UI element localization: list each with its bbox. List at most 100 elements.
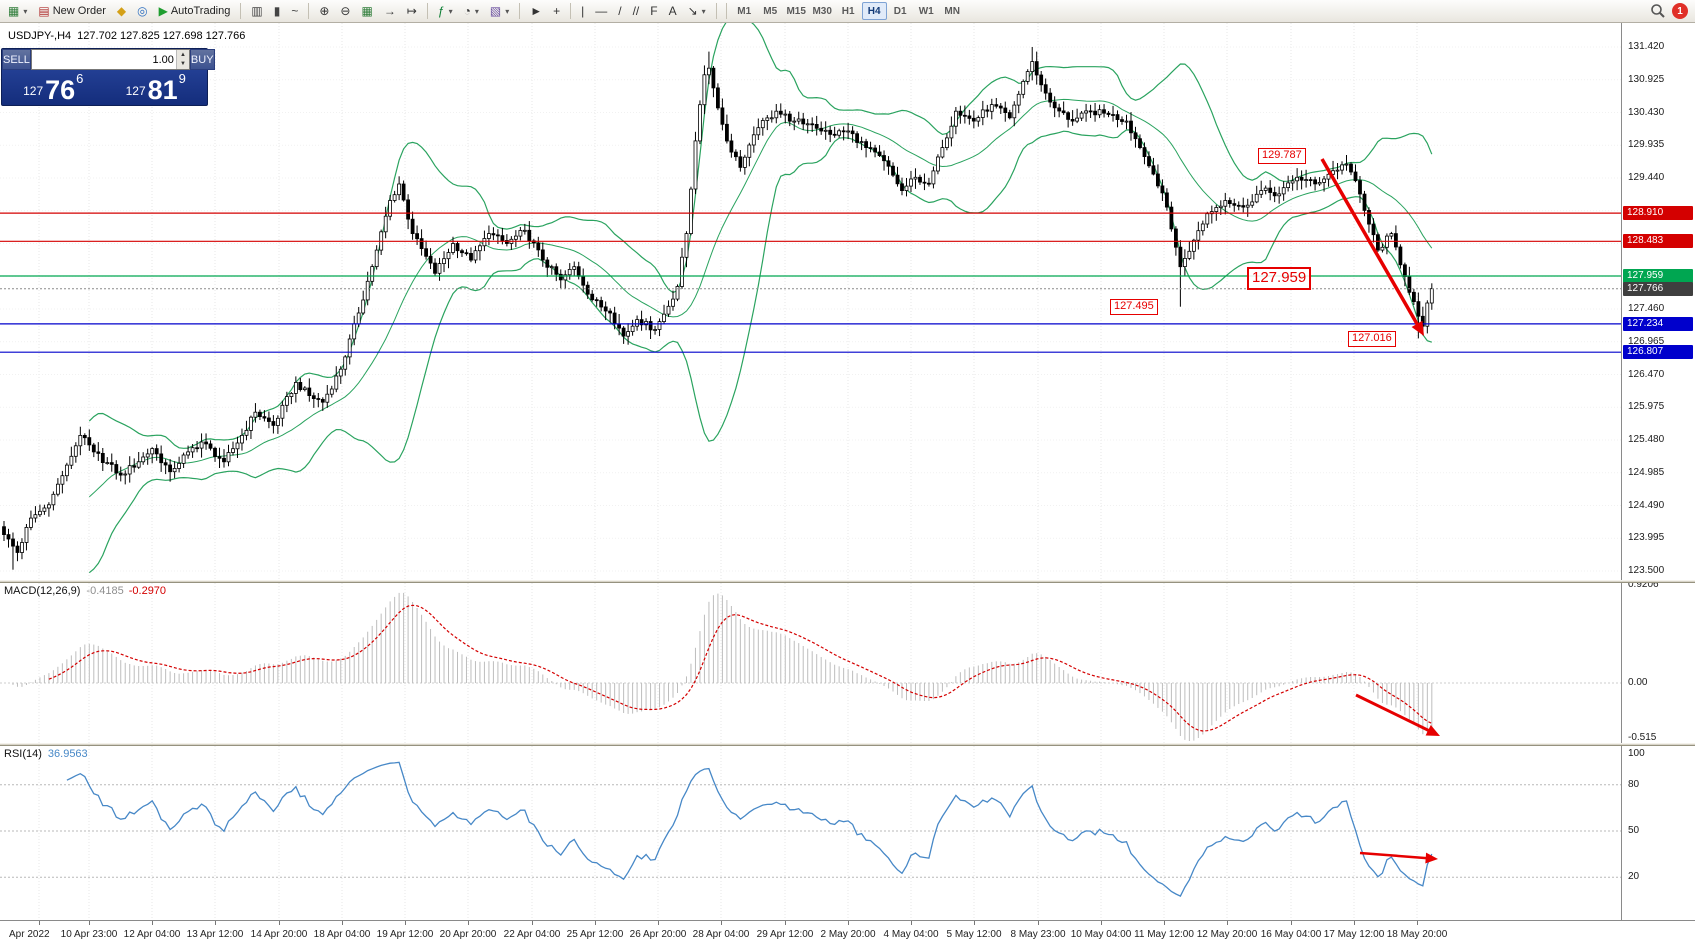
bollinger-lower-band — [88, 129, 1432, 574]
horizontal-line-button[interactable]: — — [590, 2, 612, 21]
bollinger-upper-band — [88, 23, 1433, 449]
timeframe-mn[interactable]: MN — [944, 5, 960, 17]
sell-price[interactable]: 127 76 6 — [2, 70, 105, 104]
timeframe-w1[interactable]: W1 — [918, 5, 934, 17]
price-tag[interactable]: 128.910 — [1623, 206, 1693, 221]
time-tick — [1101, 921, 1102, 925]
price-annotation-label[interactable]: 129.787 — [1258, 148, 1306, 164]
buy-price[interactable]: 127 81 9 — [105, 70, 208, 104]
scripts-icon[interactable]: ◎ — [132, 2, 152, 21]
volume-down-icon[interactable]: ▼ — [176, 59, 189, 69]
symbol-ohlc: 127.702 127.825 127.698 127.766 — [77, 30, 246, 42]
time-axis-label: 19 Apr 12:00 — [376, 929, 434, 940]
toolbar-separator — [308, 3, 310, 19]
price-annotation-label[interactable]: 127.495 — [1110, 299, 1158, 315]
price-annotation-label[interactable]: 127.959 — [1247, 267, 1312, 290]
timeframe-h1[interactable]: H1 — [841, 5, 855, 17]
current-price-tag: 127.766 — [1623, 281, 1693, 296]
candlestick-chart-type-button[interactable]: ▮ — [269, 2, 286, 21]
trend-arrow-annotation[interactable] — [1320, 158, 1424, 336]
autotrading-button[interactable]: ▶ AutoTrading — [154, 2, 236, 21]
fibonacci-icon: F — [650, 4, 658, 18]
price-tag[interactable]: 127.959 — [1623, 268, 1693, 283]
toolbar-separator — [426, 3, 428, 19]
tile-windows-button[interactable]: ▦ — [356, 2, 377, 21]
vertical-line-button[interactable]: | — [576, 2, 589, 21]
splitter-macd-rsi[interactable] — [0, 743, 1695, 746]
new-order-icon: ▤ — [38, 4, 50, 18]
sell-price-big: 76 — [45, 74, 76, 105]
time-tick — [1038, 921, 1039, 925]
buy-price-small: 127 — [125, 84, 146, 98]
time-axis[interactable]: Apr 2022 10 Apr 23:00 12 Apr 04:00 13 Apr 1… — [0, 920, 1695, 948]
expert-advisors-icon[interactable]: ◆ — [112, 2, 131, 21]
rsi-arrow-annotation[interactable] — [1359, 851, 1438, 864]
bar-chart-type-button[interactable]: ▥ — [246, 2, 267, 21]
price-axis-label: 125.480 — [1628, 434, 1665, 445]
timeframe-m30[interactable]: M30 — [812, 5, 832, 17]
time-axis-label: 12 Apr 04:00 — [123, 929, 181, 940]
zoom-in-button[interactable]: ⊕ — [314, 2, 334, 21]
new-chart-button[interactable]: ▦ ▾ — [3, 2, 32, 21]
new-order-button[interactable]: ▤ New Order — [33, 2, 111, 21]
sell-button[interactable]: SELL — [2, 49, 31, 70]
price-tag[interactable]: 126.807 — [1623, 345, 1693, 360]
indicators-button[interactable]: ƒ ▾ — [433, 2, 458, 21]
timeframe-m5[interactable]: M5 — [763, 5, 778, 17]
timeframe-d1[interactable]: D1 — [893, 5, 907, 17]
auto-scroll-button[interactable]: → — [379, 2, 401, 21]
rsi-value: 36.9563 — [47, 748, 88, 760]
periods-button[interactable]: ◔ ▾ — [459, 2, 484, 21]
price-axis[interactable]: 131.420 130.925 130.430 129.935 129.440 128.9… — [1621, 23, 1695, 920]
dropdown-arrow-icon: ▾ — [23, 6, 28, 16]
volume-up-icon[interactable]: ▲ — [176, 50, 189, 60]
bollinger-middle-band — [88, 98, 1433, 498]
macd-arrow-annotation[interactable] — [1355, 693, 1440, 736]
crosshair-button[interactable]: + — [548, 2, 565, 21]
toolbar: ▦ ▾ ▤ New Order ◆ ◎ ▶ AutoTrading ▥ ▮ ~ ⊕ ⊖ ▦ → ↦ ƒ ▾ ◔ ▾ ▧ ▾… — [0, 0, 1695, 23]
time-axis-label: 12 May 20:00 — [1196, 929, 1258, 940]
toolbar-separator — [570, 3, 572, 19]
macd-panel[interactable]: MACD(12,26,9) -0.4185 -0.2970 — [0, 583, 1621, 743]
price-annotation-label[interactable]: 127.016 — [1348, 331, 1396, 347]
price-tag[interactable]: 128.483 — [1623, 234, 1693, 249]
rsi-axis-label: 20 — [1628, 871, 1640, 883]
time-tick — [1291, 921, 1292, 925]
splitter-main-macd[interactable] — [0, 580, 1695, 583]
line-chart-type-button[interactable]: ~ — [286, 2, 303, 21]
time-axis-label: 16 May 04:00 — [1260, 929, 1322, 940]
text-icon: A — [668, 4, 677, 18]
text-button[interactable]: A — [664, 2, 682, 21]
volume-input[interactable] — [31, 50, 176, 69]
templates-button[interactable]: ▧ ▾ — [485, 2, 514, 21]
rsi-panel[interactable]: RSI(14) 36.9563 — [0, 746, 1621, 920]
toolbar-separator — [715, 3, 717, 19]
bar-chart-icon: ▥ — [251, 4, 263, 18]
notification-badge[interactable]: 1 — [1672, 3, 1688, 19]
main-chart-canvas — [0, 23, 1621, 580]
magnifier-icon[interactable] — [1650, 3, 1666, 19]
timeframe-m1[interactable]: M1 — [737, 5, 752, 17]
fibonacci-button[interactable]: F — [645, 2, 662, 21]
buy-button[interactable]: BUY — [189, 49, 215, 70]
timeframe-m15[interactable]: M15 — [786, 5, 806, 17]
rsi-axis-label: 80 — [1628, 778, 1640, 790]
timeframe-h4[interactable]: H4 — [861, 2, 887, 20]
main-chart-panel[interactable]: USDJPY-,H4 127.702 127.825 127.698 127.76… — [0, 23, 1621, 580]
zoom-out-button[interactable]: ⊖ — [335, 2, 355, 21]
dropdown-arrow-icon: ▾ — [474, 6, 479, 16]
time-tick — [405, 921, 406, 925]
time-axis-label: 11 May 12:00 — [1134, 929, 1194, 940]
trendline-button[interactable]: / — [613, 2, 626, 21]
chart-shift-button[interactable]: ↦ — [402, 2, 422, 21]
price-tag[interactable]: 127.234 — [1623, 316, 1693, 331]
time-axis-label: 25 Apr 12:00 — [566, 929, 624, 940]
channel-button[interactable]: // — [628, 2, 645, 21]
candles-layer — [2, 47, 1434, 570]
arrows-button[interactable]: ↘ ▾ — [683, 2, 711, 21]
expert-advisors-icon: ◆ — [116, 4, 127, 18]
time-axis-label: 2 May 20:00 — [820, 929, 876, 940]
cursor-button[interactable]: ► — [525, 2, 547, 21]
time-axis-label: 29 Apr 12:00 — [756, 929, 814, 940]
price-axis-label: 124.490 — [1628, 499, 1665, 511]
